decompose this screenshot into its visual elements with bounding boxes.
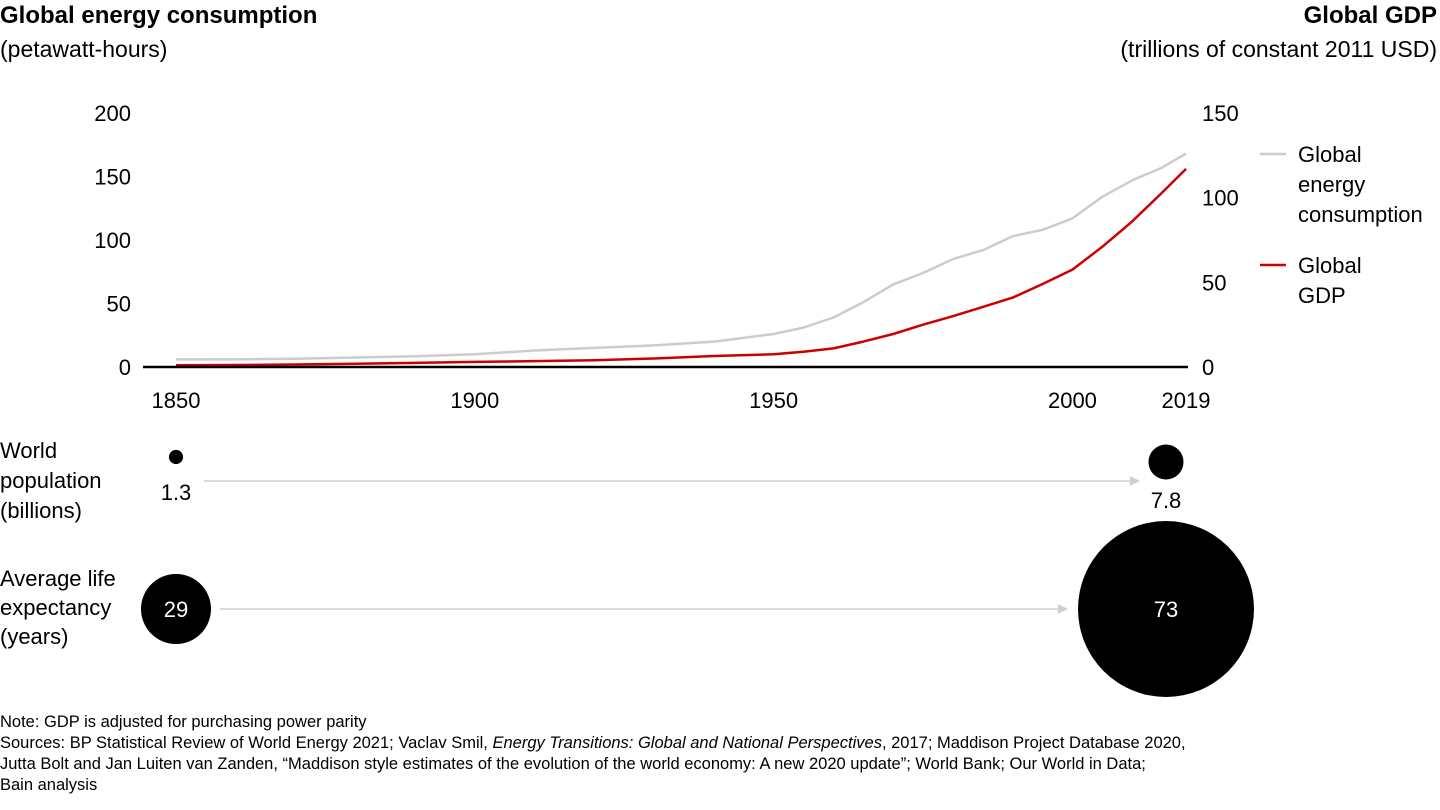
life-expectancy-label: (years) (0, 624, 68, 649)
life-value-2019: 73 (1154, 597, 1178, 622)
life-expectancy-label: Average life (0, 566, 116, 591)
right-y-tick-label: 0 (1202, 355, 1214, 380)
sources-line-2: Jutta Bolt and Jan Luiten van Zanden, “M… (0, 755, 1146, 773)
legend-label: energy (1298, 172, 1365, 197)
sources-line-3: Bain analysis (0, 776, 98, 794)
series-line-global-energy-consumption (176, 152, 1187, 361)
population-arrow-head (1130, 476, 1140, 486)
left-axis-title: Global energy consumption (0, 2, 318, 29)
life-bubble-2019 (1078, 521, 1254, 697)
x-tick-label: 1850 (152, 388, 201, 413)
sources-text-a: Sources: BP Statistical Review of World … (0, 734, 493, 752)
legend-label: Global (1298, 142, 1362, 167)
population-bubble-1850 (168, 449, 184, 465)
population-label: World (0, 438, 57, 463)
population-label: population (0, 468, 102, 493)
right-y-tick-label: 50 (1202, 270, 1226, 295)
series-line-global-gdp (175, 168, 1187, 367)
right-axis-title: Global GDP (1303, 2, 1437, 29)
footnotes: Note: GDP is adjusted for purchasing pow… (0, 712, 1186, 796)
population-value-2019: 7.8 (1151, 488, 1182, 513)
life-bubble-1850 (141, 574, 211, 644)
right-axis-unit: (trillions of constant 2011 USD) (1120, 36, 1437, 62)
x-tick-label: 2000 (1048, 388, 1097, 413)
left-y-tick-label: 0 (119, 355, 131, 380)
left-y-tick-label: 150 (94, 165, 131, 190)
left-y-tick-label: 100 (94, 228, 131, 253)
population-value-1850: 1.3 (161, 480, 192, 505)
sources-text-c: , 2017; Maddison Project Database 2020, (881, 734, 1186, 752)
sources-book-title: Energy Transitions: Global and National … (492, 734, 882, 752)
note-text: Note: GDP is adjusted for purchasing pow… (0, 713, 367, 731)
x-tick-label: 1950 (749, 388, 798, 413)
life-value-1850: 29 (164, 597, 188, 622)
life-expectancy-label: expectancy (0, 595, 111, 620)
left-axis-unit: (petawatt-hours) (0, 36, 168, 62)
legend-label: Global (1298, 253, 1362, 278)
population-label: (billions) (0, 498, 82, 523)
population-bubble-2019 (1148, 444, 1184, 480)
sources-line-1: Sources: BP Statistical Review of World … (0, 733, 1186, 754)
left-y-tick-label: 50 (107, 292, 131, 317)
left-y-tick-label: 200 (94, 101, 131, 126)
x-tick-label: 2019 (1162, 388, 1211, 413)
x-tick-label: 1900 (450, 388, 499, 413)
legend-label: GDP (1298, 283, 1346, 308)
right-y-tick-label: 150 (1202, 101, 1239, 126)
right-y-tick-label: 100 (1202, 186, 1239, 211)
life-arrow-head (1058, 604, 1068, 614)
legend-label: consumption (1298, 202, 1423, 227)
